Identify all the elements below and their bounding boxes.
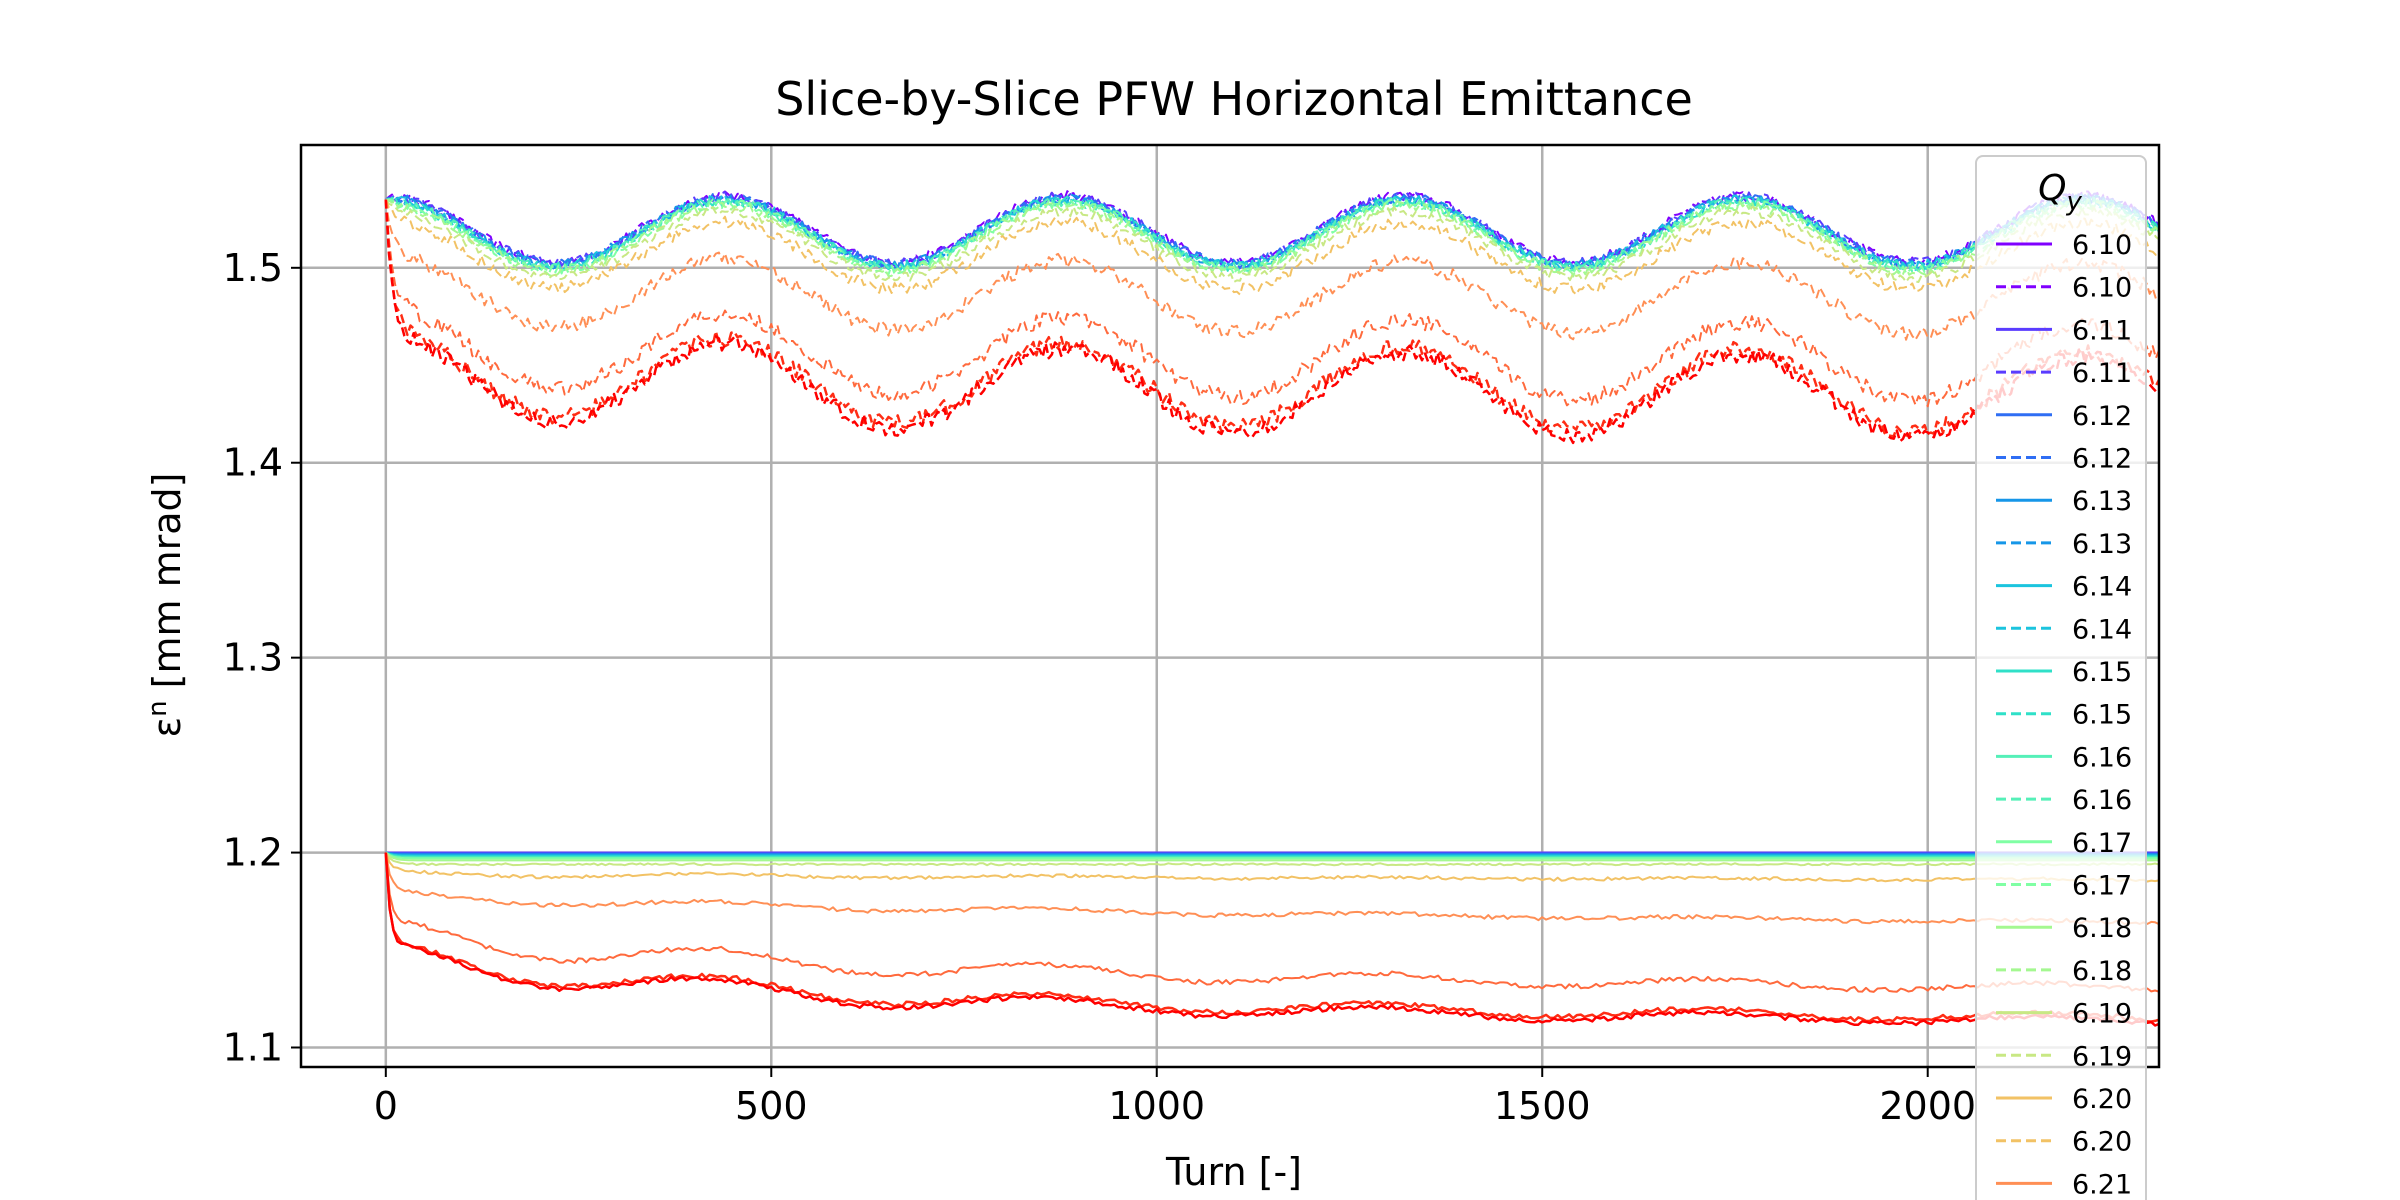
legend-label: 6.11: [2072, 358, 2132, 389]
series-line: [384, 852, 2159, 926]
x-tick-label: 1000: [1108, 1084, 1205, 1128]
series-line: [384, 852, 2159, 867]
y-tick-label: 1.1: [223, 1026, 283, 1070]
legend-label: 6.14: [2072, 572, 2132, 603]
grid: [301, 145, 2159, 1067]
series-line: [385, 198, 2159, 278]
legend-label: 6.17: [2072, 828, 2132, 859]
y-axis-label: εn [mm mrad]: [143, 473, 189, 738]
legend-label: 6.21: [2072, 1169, 2132, 1200]
legend-label: 6.20: [2072, 1127, 2132, 1158]
legend-label: 6.17: [2072, 871, 2132, 902]
y-axis-superscript: n: [143, 700, 173, 716]
y-tick-label: 1.3: [223, 636, 283, 680]
series-line: [385, 851, 2159, 860]
series-line: [384, 852, 2159, 1023]
chart-title: Slice-by-Slice PFW Horizontal Emittance: [775, 72, 1693, 126]
series-line: [384, 199, 2159, 445]
legend-label: 6.18: [2072, 956, 2132, 987]
legend-label: 6.10: [2072, 230, 2132, 261]
series-line: [384, 199, 2159, 283]
legend-label: 6.15: [2072, 700, 2132, 731]
series-line: [384, 852, 2159, 883]
data-lines: [384, 190, 2159, 1027]
legend-label: 6.14: [2072, 614, 2132, 645]
legend-label: 6.10: [2072, 273, 2132, 304]
legend: Qy 6.106.106.116.116.126.126.136.136.146…: [1975, 155, 2147, 1200]
legend-label: 6.16: [2072, 785, 2132, 816]
legend-label: 6.12: [2072, 444, 2132, 475]
x-tick-label: 1500: [1494, 1084, 1591, 1128]
legend-title: Qy: [2038, 168, 2082, 217]
legend-label: 6.20: [2072, 1084, 2132, 1115]
legend-label: 6.12: [2072, 401, 2132, 432]
y-axis-unit: [mm mrad]: [145, 473, 189, 701]
legend-box: [1975, 155, 2147, 1200]
series-line: [384, 852, 2159, 1027]
plot-frame: [299, 143, 2161, 1069]
y-tick-label: 1.2: [223, 831, 283, 875]
series-line: [384, 199, 2159, 341]
legend-label: 6.18: [2072, 913, 2132, 944]
x-tick-label: 2000: [1879, 1084, 1976, 1128]
y-axis-symbol: ε: [145, 717, 189, 738]
legend-label: 6.16: [2072, 742, 2132, 773]
y-tick-label: 1.4: [223, 441, 283, 485]
x-tick-label: 500: [735, 1084, 808, 1128]
legend-title-sub: y: [2065, 187, 2082, 217]
series-line: [385, 851, 2159, 855]
y-tick-label: 1.5: [223, 246, 283, 290]
axis-ticks: 0 500 1000 1500 2000 1.1 1.2 1.3 1.4 1.5: [223, 246, 1977, 1128]
series-line: [384, 199, 2159, 438]
series-line: [385, 190, 2159, 268]
legend-label: 6.13: [2072, 529, 2132, 560]
series-line: [385, 194, 2159, 272]
legend-label: 6.19: [2072, 999, 2132, 1030]
legend-label: 6.11: [2072, 315, 2132, 346]
legend-entries: 6.10 6.10 6.11 6.11 6.12 6.12 6.13 6.13 6.14 6.14…: [1996, 230, 2132, 1200]
series-line: [384, 852, 2159, 993]
series-line: [384, 199, 2159, 296]
x-axis-label: Turn [-]: [1165, 1150, 1302, 1194]
series-line: [384, 199, 2159, 408]
series-line: [385, 851, 2159, 862]
x-tick-label: 0: [374, 1084, 398, 1128]
legend-title-main: Q: [2038, 168, 2066, 209]
legend-label: 6.13: [2072, 486, 2132, 517]
legend-label: 6.19: [2072, 1041, 2132, 1072]
legend-label: 6.15: [2072, 657, 2132, 688]
